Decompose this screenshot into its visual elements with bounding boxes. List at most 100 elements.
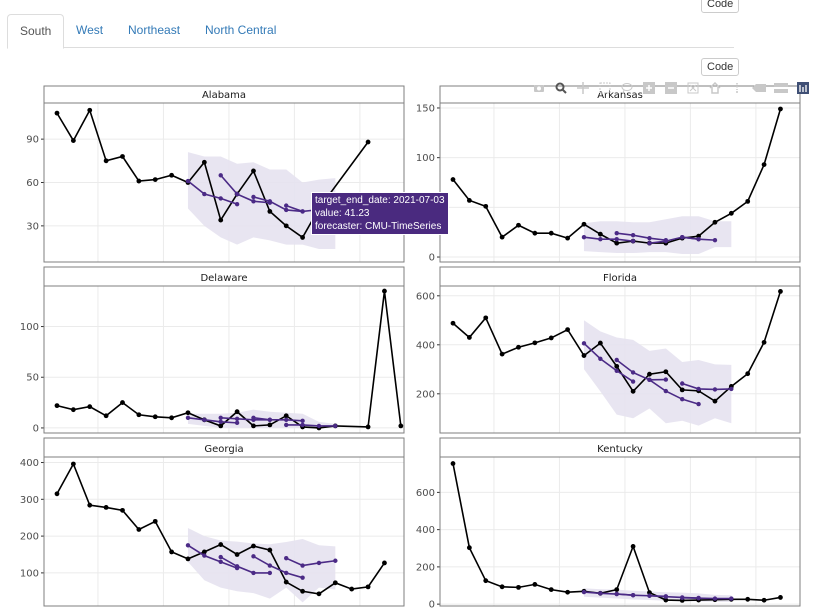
forecast-point xyxy=(251,199,256,204)
zoom-icon[interactable] xyxy=(550,80,572,96)
observed-point xyxy=(87,404,93,410)
forecast-point xyxy=(218,554,223,560)
observed-point xyxy=(581,221,587,227)
forecast-point xyxy=(598,356,603,361)
y-tick-label: 600 xyxy=(416,291,435,302)
observed-point xyxy=(234,409,240,415)
observed-point xyxy=(548,587,554,593)
observed-point xyxy=(251,168,256,174)
zoom-out-icon[interactable] xyxy=(660,80,682,96)
observed-line xyxy=(56,108,369,239)
forecast-point xyxy=(680,381,685,386)
observed-point xyxy=(728,210,734,216)
faceted-forecast-plot[interactable]: Alabama 30 60 90 Arkansas 0 50 100 150 Delaware 0 5… xyxy=(0,78,814,608)
hover-closest-icon[interactable] xyxy=(748,80,770,96)
forecast-point xyxy=(202,417,207,423)
observed-point xyxy=(136,412,142,418)
observed-point xyxy=(761,162,767,168)
observed-point xyxy=(185,410,191,416)
observed-point xyxy=(663,597,669,603)
forecast-point xyxy=(284,570,289,576)
observed-point xyxy=(152,518,158,524)
observed-point xyxy=(251,543,256,549)
code-button[interactable]: Code xyxy=(701,58,740,76)
lasso-icon[interactable] xyxy=(616,80,638,96)
observed-point xyxy=(532,230,538,236)
forecast-line xyxy=(253,416,303,422)
reset-axes-icon[interactable] xyxy=(704,80,726,96)
tab-north-central[interactable]: North Central xyxy=(205,23,277,37)
camera-icon[interactable] xyxy=(528,80,550,96)
observed-point xyxy=(120,400,125,405)
forecast-point xyxy=(647,377,652,383)
observed-point xyxy=(201,549,207,555)
observed-point xyxy=(169,172,175,178)
forecast-point xyxy=(680,396,685,402)
forecast-line xyxy=(681,382,732,391)
observed-point xyxy=(516,584,521,590)
y-tick-label: 400 xyxy=(416,525,435,536)
plotly-logo-icon[interactable] xyxy=(792,80,814,96)
code-button-top[interactable]: Code xyxy=(701,0,740,13)
forecast-line xyxy=(649,379,699,405)
forecast-point xyxy=(630,592,636,598)
hover-tooltip: target_end_date: 2021-07-03 value: 41.23… xyxy=(311,192,449,235)
tab-northeast[interactable]: Northeast xyxy=(128,23,181,37)
spike-lines-icon[interactable] xyxy=(726,80,748,96)
forecast-point xyxy=(696,386,701,392)
observed-point xyxy=(54,491,60,497)
observed-point xyxy=(597,340,603,346)
forecast-line xyxy=(220,416,270,421)
observed-point xyxy=(663,369,669,375)
forecast-point xyxy=(202,553,207,558)
forecast-point xyxy=(729,386,734,392)
forecast-point xyxy=(234,191,240,197)
observed-point xyxy=(450,320,456,326)
box-select-icon[interactable] xyxy=(594,80,616,96)
pan-icon[interactable] xyxy=(572,80,594,96)
autoscale-icon[interactable] xyxy=(682,80,704,96)
forecast-point xyxy=(663,388,669,394)
observed-point xyxy=(382,560,387,566)
panel-border xyxy=(439,456,801,607)
region-tabs: South West Northeast North Central xyxy=(7,14,734,49)
tab-south[interactable]: South xyxy=(7,14,65,49)
forecast-point xyxy=(284,417,289,423)
observed-point xyxy=(120,507,125,513)
observed-point xyxy=(450,177,456,182)
panel-arkansas: Arkansas050100150 xyxy=(416,85,801,264)
tab-west[interactable]: West xyxy=(76,23,104,37)
observed-point xyxy=(745,596,751,602)
forecast-line xyxy=(220,174,270,204)
observed-point xyxy=(630,388,636,394)
forecast-point xyxy=(300,422,305,428)
observed-point xyxy=(565,235,571,241)
forecast-point xyxy=(680,234,685,240)
forecast-point xyxy=(316,423,322,429)
forecast-point xyxy=(333,558,338,563)
forecast-point xyxy=(284,555,289,561)
observed-point xyxy=(679,387,685,393)
y-tick-label: 30 xyxy=(26,221,39,232)
forecast-line xyxy=(682,597,732,600)
observed-point xyxy=(499,234,505,240)
observed-point xyxy=(332,580,338,586)
tooltip-date: target_end_date: 2021-07-03 xyxy=(315,195,445,206)
panel-georgia: Georgia 100 200 300 400 xyxy=(20,437,405,607)
y-tick-label: 100 xyxy=(20,322,39,333)
observed-point xyxy=(398,423,404,429)
observed-point xyxy=(516,222,521,228)
forecast-point xyxy=(218,415,223,420)
zoom-in-icon[interactable] xyxy=(638,80,660,96)
forecast-point xyxy=(185,178,191,184)
observed-point xyxy=(201,159,207,165)
forecast-point xyxy=(300,563,305,568)
y-tick-label: 400 xyxy=(416,340,435,351)
observed-point xyxy=(778,595,783,600)
forecast-point xyxy=(284,207,289,213)
observed-point xyxy=(614,240,620,246)
hover-compare-icon[interactable] xyxy=(770,80,792,96)
panel-kentucky: Kentucky 0 200 400 600 xyxy=(416,437,801,608)
prediction-interval-band xyxy=(583,216,732,255)
observed-point xyxy=(712,398,718,404)
